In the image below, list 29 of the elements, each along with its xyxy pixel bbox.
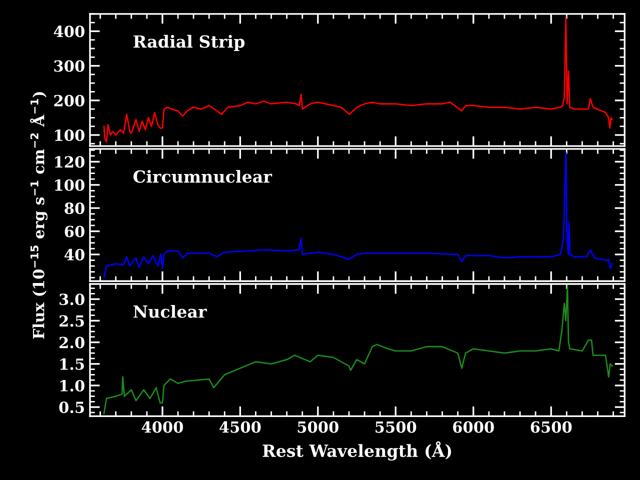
x-tick-label: 6000: [453, 421, 494, 433]
y-tick-label: 3.0: [60, 294, 84, 306]
x-tick-label: 6500: [530, 421, 572, 433]
y-tick-label: 2.5: [60, 315, 84, 327]
x-axis-title: Rest Wavelength (Å): [262, 441, 452, 461]
text: Flux (10$^{−15}$ erg s$^{−1}$ cm$^{−2}$ Å$^{−1}$): [30, 92, 48, 339]
text: Radial Strip: [134, 34, 245, 52]
y-tick-label: 0.5: [59, 402, 84, 414]
x-tick-label: 5000: [298, 421, 338, 433]
x-tick-label: 4500: [220, 421, 261, 433]
y-tick-label: 300: [54, 60, 84, 72]
y-tick-label: 40: [64, 248, 84, 260]
line-series: [103, 16, 613, 143]
y-tick-label: 1.0: [60, 380, 84, 392]
y-tick-label: 80: [64, 202, 84, 214]
y-tick-label: 60: [64, 226, 84, 238]
line-series: [103, 285, 613, 414]
y-tick-label: 120: [55, 156, 84, 168]
x-tick-label: 4000: [142, 421, 183, 433]
y-tick-label: 100: [55, 179, 84, 191]
text: Nuclear: [133, 305, 207, 318]
line-series: [103, 152, 613, 278]
x-tick-label: 5500: [376, 421, 416, 433]
y-tick-label: 1.5: [60, 358, 84, 370]
text: Circumnuclear: [133, 170, 272, 183]
y-tick-label: 400: [54, 26, 84, 38]
y-tick-label: 100: [55, 129, 84, 142]
y-tick-label: 2.0: [60, 336, 84, 348]
y-tick-label: 200: [54, 94, 84, 106]
